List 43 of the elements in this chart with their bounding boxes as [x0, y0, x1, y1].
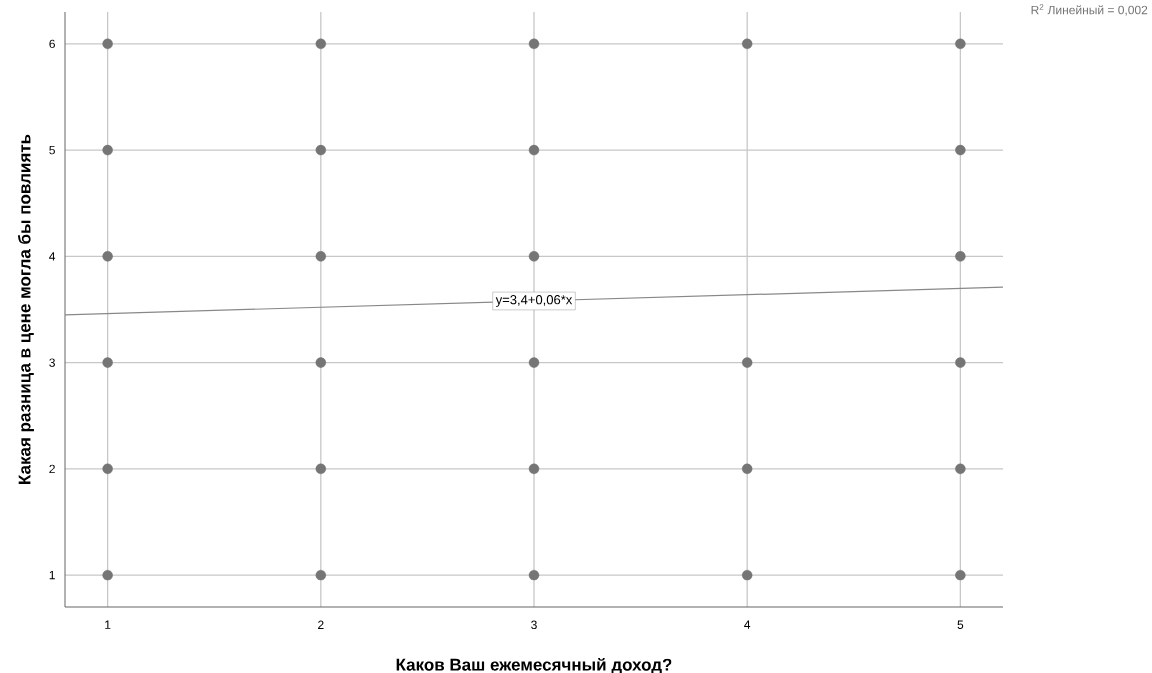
annotation: y=3,4+0,06*x — [495, 295, 573, 307]
point — [528, 463, 540, 475]
point — [741, 569, 753, 581]
y-tick-label: 5 — [49, 145, 55, 155]
point — [102, 569, 113, 581]
y-tick-label: 3 — [49, 358, 55, 367]
x-tick-label: 3 — [531, 620, 537, 630]
point — [315, 463, 327, 475]
point — [955, 38, 966, 50]
point — [102, 357, 113, 368]
point — [528, 569, 540, 581]
x-tick-label: 1 — [105, 620, 111, 629]
y-tick-label: 6 — [49, 39, 55, 49]
point — [955, 357, 966, 368]
point — [955, 463, 966, 475]
point — [102, 38, 113, 50]
point — [315, 251, 327, 262]
y-tick-label: 4 — [49, 252, 56, 261]
x-tick-label: 5 — [957, 620, 964, 629]
y-axis-title: Какая разница в цене могла бы повлиять — [17, 134, 34, 484]
point — [315, 38, 327, 50]
point — [102, 251, 113, 262]
point — [528, 251, 540, 262]
point — [102, 463, 113, 475]
point — [955, 144, 966, 156]
x-tick-label: 4 — [744, 620, 751, 629]
x-tick-label: 2 — [318, 620, 324, 629]
point — [528, 38, 540, 50]
point — [315, 569, 327, 581]
point — [955, 569, 966, 581]
point — [955, 251, 966, 262]
y-tick-label: 2 — [49, 464, 55, 474]
point — [741, 357, 753, 368]
point — [315, 357, 327, 368]
point — [528, 144, 540, 156]
point — [528, 357, 540, 368]
point — [741, 38, 753, 50]
point — [315, 144, 327, 156]
point — [741, 463, 753, 475]
text: R$^{2}$ Линейный = 0,002 — [1031, 4, 1148, 16]
x-axis-title: Каков Ваш ежемесячный доход? — [396, 657, 672, 673]
point — [102, 144, 113, 156]
y-tick-label: 1 — [49, 571, 55, 580]
